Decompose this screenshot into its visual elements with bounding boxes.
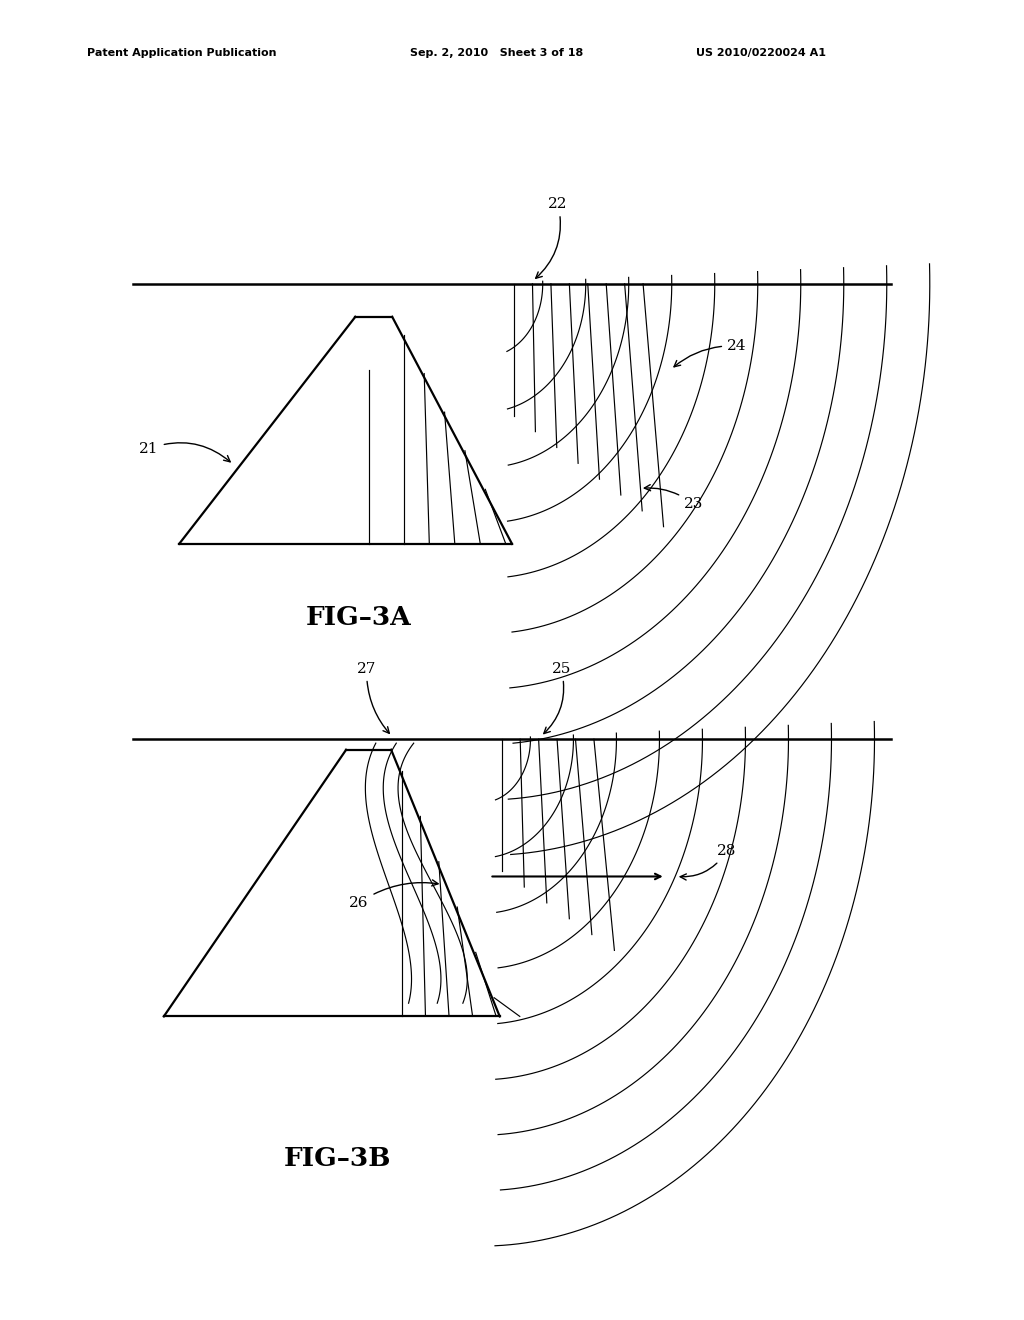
Text: 22: 22	[536, 197, 568, 279]
Text: Patent Application Publication: Patent Application Publication	[87, 48, 276, 58]
Text: 25: 25	[544, 661, 570, 734]
Text: Sep. 2, 2010   Sheet 3 of 18: Sep. 2, 2010 Sheet 3 of 18	[410, 48, 583, 58]
Text: 28: 28	[680, 845, 736, 880]
Text: US 2010/0220024 A1: US 2010/0220024 A1	[696, 48, 826, 58]
Text: 21: 21	[139, 442, 230, 462]
Text: 26: 26	[349, 880, 438, 909]
Text: 27: 27	[357, 661, 389, 734]
Text: 23: 23	[644, 484, 703, 511]
Text: 24: 24	[674, 339, 746, 367]
Text: FIG–3B: FIG–3B	[285, 1146, 391, 1171]
Text: FIG–3A: FIG–3A	[305, 605, 412, 630]
